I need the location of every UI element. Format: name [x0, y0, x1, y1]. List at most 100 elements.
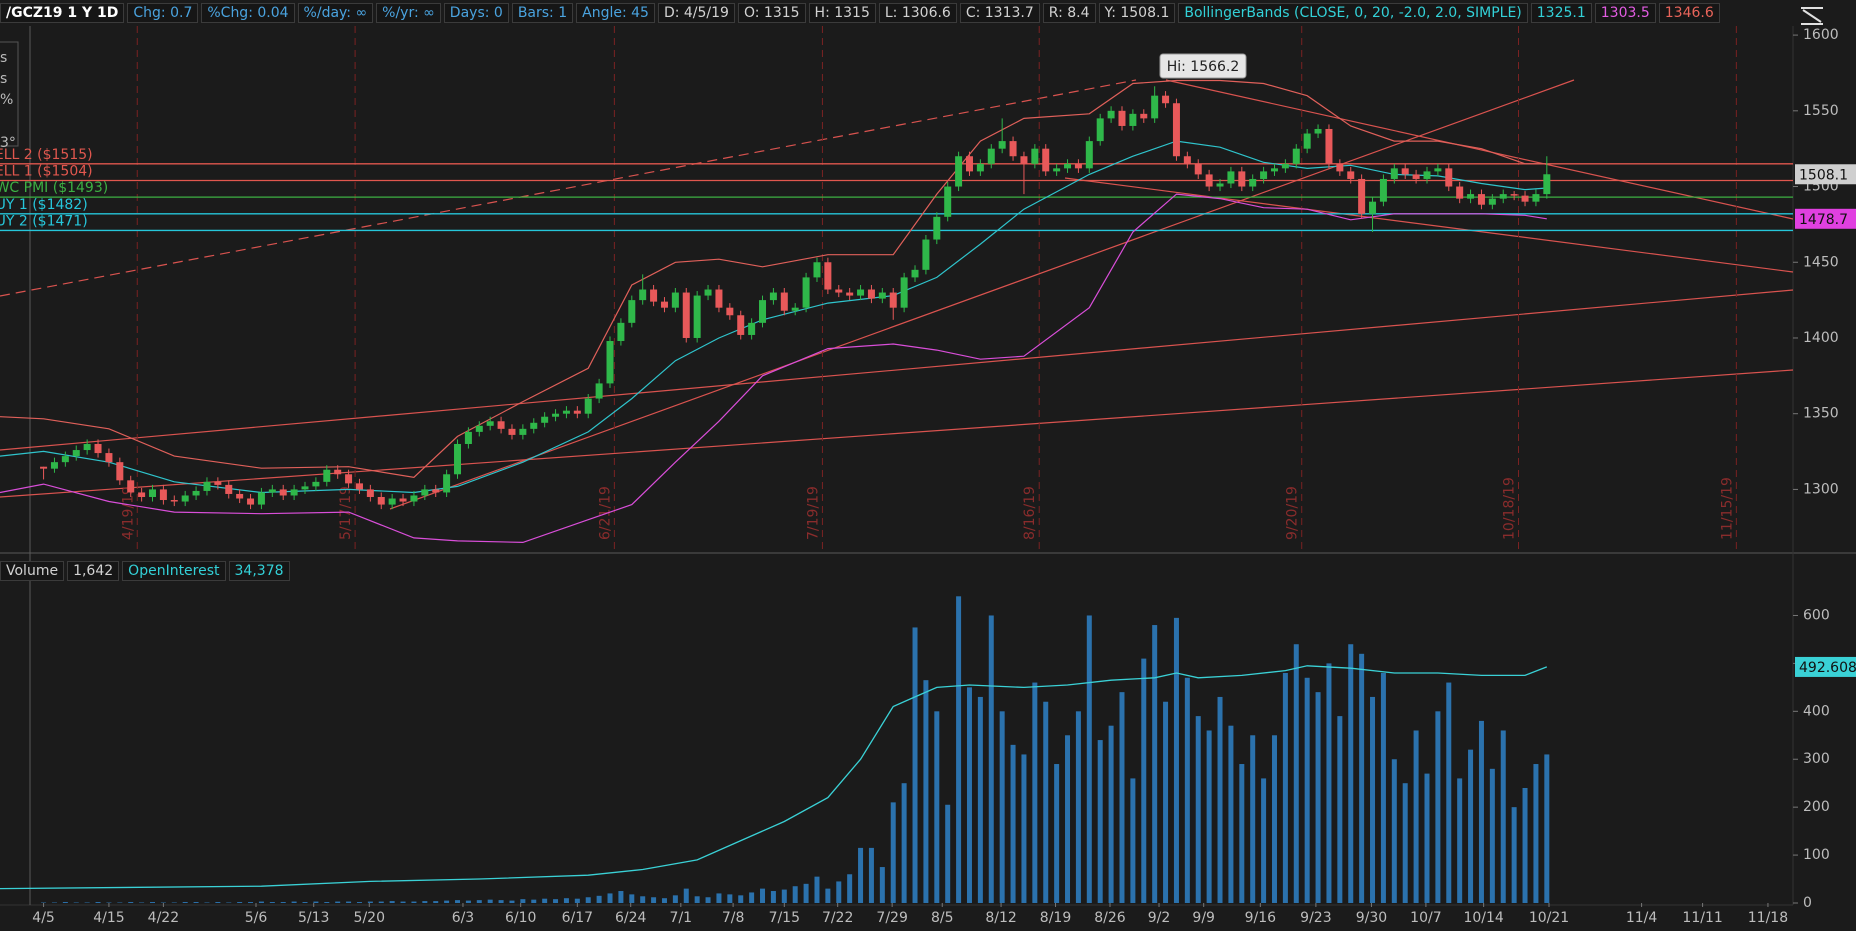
candle-body: [976, 163, 984, 172]
volume-bar: [1097, 740, 1103, 903]
volume-bar: [95, 902, 101, 903]
candle-body: [454, 443, 462, 475]
y-tick-label: 400: [1803, 703, 1830, 719]
volume-bar: [1184, 677, 1190, 903]
candle-body: [1096, 118, 1104, 142]
candle-body: [1467, 194, 1475, 199]
y-tick-label: 200: [1803, 799, 1830, 815]
candle-body: [693, 295, 701, 338]
volume-bar: [607, 893, 613, 903]
y-tick-label: 0: [1803, 895, 1812, 911]
volume-bar: [313, 901, 319, 903]
candle-body: [933, 216, 941, 240]
volume-bar: [269, 902, 275, 903]
candle-body: [236, 493, 244, 499]
side-panel-text: %: [0, 92, 13, 108]
volume-bar: [858, 847, 864, 903]
candle-body: [1260, 171, 1268, 179]
volume-bar: [1435, 711, 1441, 903]
volume-bar: [1446, 682, 1452, 903]
side-panel: [0, 41, 19, 147]
volume-bar: [215, 902, 221, 903]
candle-body: [464, 431, 472, 444]
candle-body: [704, 289, 712, 296]
x-tick-label: 7/1: [670, 910, 693, 926]
volume-bar: [868, 847, 874, 903]
candle-body: [1358, 178, 1366, 214]
y-tick-label: 600: [1803, 607, 1830, 623]
x-tick-label: 9/16: [1245, 910, 1277, 926]
tooltip: Hi: 1566.2: [1167, 59, 1240, 75]
candle-body: [1390, 168, 1398, 179]
candle-body: [214, 481, 222, 485]
candle-body: [1292, 148, 1300, 164]
trend-line: [0, 79, 1137, 297]
volume-bar: [356, 902, 362, 903]
level-label: SELL 1 ($1504): [0, 163, 93, 179]
volume-bar: [193, 902, 199, 903]
volume-bar: [1391, 759, 1397, 903]
trend-line: [1165, 79, 1794, 220]
candle-body: [748, 322, 756, 335]
volume-bar: [563, 898, 569, 903]
volume-bar: [727, 894, 733, 903]
candle-body: [83, 443, 91, 451]
value-tag-label: 492.608: [1799, 660, 1856, 676]
volume-bar: [346, 901, 352, 903]
period-label: 4/19/19: [120, 486, 136, 540]
candle-body: [1314, 128, 1322, 134]
candle-body: [1205, 174, 1213, 187]
volume-bar: [1359, 653, 1365, 903]
trend-line: [0, 369, 1794, 498]
candle-body: [780, 292, 788, 311]
ohlc: C: 1313.7: [959, 3, 1040, 23]
candle-body: [1369, 201, 1377, 214]
x-tick-label: 4/15: [93, 910, 124, 926]
stat: Angle: 45: [576, 3, 655, 23]
volume-bar: [1500, 730, 1506, 903]
volume-bar: [1304, 677, 1310, 903]
candle-body: [149, 489, 157, 497]
study-name[interactable]: BollingerBands (CLOSE, 0, 20, -2.0, 2.0,…: [1178, 3, 1528, 23]
candle-body: [225, 484, 233, 494]
x-tick-label: 9/23: [1300, 910, 1331, 926]
candle-body: [159, 489, 167, 501]
volume-bar: [291, 901, 297, 903]
volume-bar: [661, 898, 667, 903]
symbol[interactable]: /GCZ19 1 Y 1D: [0, 3, 125, 23]
candle-body: [1151, 95, 1159, 119]
candle-body: [1445, 168, 1453, 187]
study-name[interactable]: Volume: [0, 561, 65, 581]
volume-bar: [302, 902, 308, 903]
candle-body: [824, 262, 832, 290]
volume-bar: [1075, 711, 1081, 903]
x-tick-label: 10/21: [1529, 910, 1569, 926]
x-tick-label: 8/5: [931, 910, 954, 926]
volume-bar: [1348, 644, 1354, 903]
ohlc: Y: 1508.1: [1098, 3, 1176, 23]
volume-bar: [781, 889, 787, 903]
x-tick-label: 10/7: [1410, 910, 1441, 926]
side-panel-text: s: [0, 50, 7, 66]
x-tick-label: 4/22: [148, 910, 179, 926]
candle-body: [475, 425, 483, 432]
volume-bar: [1163, 701, 1169, 903]
ohlc: D: 4/5/19: [657, 3, 735, 23]
stat: %/yr: ∞: [376, 3, 441, 23]
candle-body: [1183, 156, 1191, 164]
stat: %/day: ∞: [297, 3, 374, 23]
candle-body: [1379, 178, 1387, 202]
close-icon[interactable]: [1801, 7, 1823, 25]
period-label: 7/19/19: [805, 486, 821, 540]
candle-body: [1510, 194, 1518, 196]
x-tick-label: 6/3: [452, 910, 475, 926]
y-tick-label: 1450: [1803, 254, 1839, 270]
volume-bar: [651, 897, 657, 903]
volume-bar: [1261, 778, 1267, 903]
study-name[interactable]: OpenInterest: [122, 561, 226, 581]
volume-bar: [585, 897, 591, 903]
candle-body: [1053, 168, 1061, 172]
volume-bar: [1522, 787, 1528, 903]
x-tick-label: 8/26: [1094, 910, 1126, 926]
candle-body: [127, 480, 135, 493]
